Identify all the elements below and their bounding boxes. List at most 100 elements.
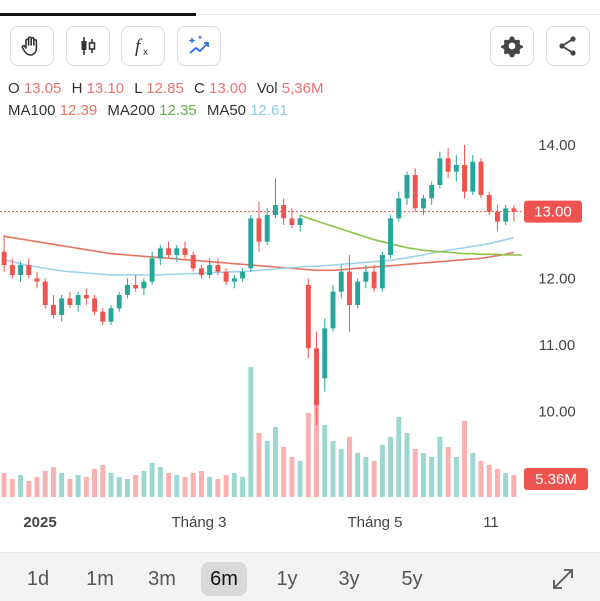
candle-body [346,271,352,305]
last-price-tag-bg [524,200,582,223]
candle [149,251,155,285]
settings-button[interactable] [490,26,534,66]
candle [18,261,24,282]
candle-body [1,251,7,265]
candle-body [305,285,311,349]
candle-body [215,265,221,272]
magic-icon [188,35,209,54]
svg-text:x: x [143,47,148,58]
candle-body [338,271,344,292]
function-icon: f x [135,36,148,58]
volume-bar [133,475,139,497]
candle [92,295,98,315]
candle [59,295,65,322]
candle-body [207,265,213,275]
volume-bar [314,397,320,497]
candle [478,158,484,199]
candle [50,295,56,319]
candle [1,235,7,272]
settings-icon [501,36,523,58]
candle [272,178,278,219]
candle [355,278,361,309]
top-indicator-bar [0,13,196,16]
volume-bar [256,433,262,497]
ma-legend: MA100 12.39 MA200 12.35 MA50 12.61 [8,102,294,119]
volume-bar [26,481,32,497]
candle-body [9,265,15,275]
candle [305,278,311,359]
candle [281,198,287,225]
candle-body [92,298,98,312]
candle [215,258,221,275]
candle-body [190,255,196,269]
draw-tool-button[interactable] [10,26,54,66]
timeframe-1d[interactable]: 1d [26,568,50,590]
candle-body [223,271,229,282]
candle [75,291,81,312]
candle [141,278,147,295]
timeframe-1y[interactable]: 1y [276,568,298,590]
candle [420,195,426,215]
candle [231,275,237,289]
volume-bar [338,449,344,497]
timeframe-3y[interactable]: 3y [338,568,360,590]
chart-type-button[interactable] [66,26,110,66]
vol-label: Vol [256,80,278,97]
last-volume-tag-bg [524,468,588,490]
candle-body [486,195,492,212]
candle [83,288,89,305]
candlestick-icon [81,37,96,55]
candle [404,171,410,205]
volume-bar [281,447,287,497]
candle [429,181,435,205]
volume-bar [231,473,237,497]
ma200-line [299,214,523,256]
candle-body [289,218,295,225]
fullscreen-button[interactable] [550,566,576,592]
price-chart[interactable]: 14.00 12.00 11.00 10.00 2025 Tháng 3 Tháng 5 1… [0,125,600,545]
timeframe-6m[interactable]: 6m [201,562,247,596]
candle [346,255,352,332]
low-value: 12.85 [146,80,184,97]
indicators-button[interactable]: f x [121,26,165,66]
candle [223,268,229,285]
share-button[interactable] [546,26,590,66]
timeframe-3m[interactable]: 3m [148,568,176,590]
timeframe-1m[interactable]: 1m [86,568,114,590]
candle-body [363,271,369,282]
magic-button[interactable] [177,26,221,66]
volume-bar [355,453,361,497]
candle-body [404,175,410,199]
last-volume-tag: 5.36M [524,468,588,490]
candle-body [133,285,139,289]
candles [1,145,517,425]
volume-bar [223,475,229,497]
volume-bar [149,463,155,497]
volume-bar [92,469,98,497]
candle-body [67,298,73,305]
ma100-value: 12.39 [59,102,98,119]
ma50-value: 12.61 [250,102,288,119]
volume-bar [174,475,180,497]
candle [240,268,246,282]
timeframe-5y[interactable]: 5y [401,568,423,590]
candle-body [124,285,130,295]
candle-body [157,248,163,259]
candle [9,258,15,279]
ma50-label: MA50 [206,102,247,119]
candle-body [511,208,517,212]
candle [198,265,204,279]
candle [445,148,451,179]
volume-bar [157,467,163,497]
volume-bar [116,477,122,497]
candle-body [420,198,426,209]
candle [462,145,468,199]
volume-bar [141,471,147,497]
volume-bar [437,437,443,497]
candle-body [231,278,237,282]
close-value: 13.00 [209,80,247,97]
volume-bar [190,473,196,497]
volume-bar [462,421,468,497]
candle [297,215,303,232]
ma200-value: 12.35 [159,102,197,119]
